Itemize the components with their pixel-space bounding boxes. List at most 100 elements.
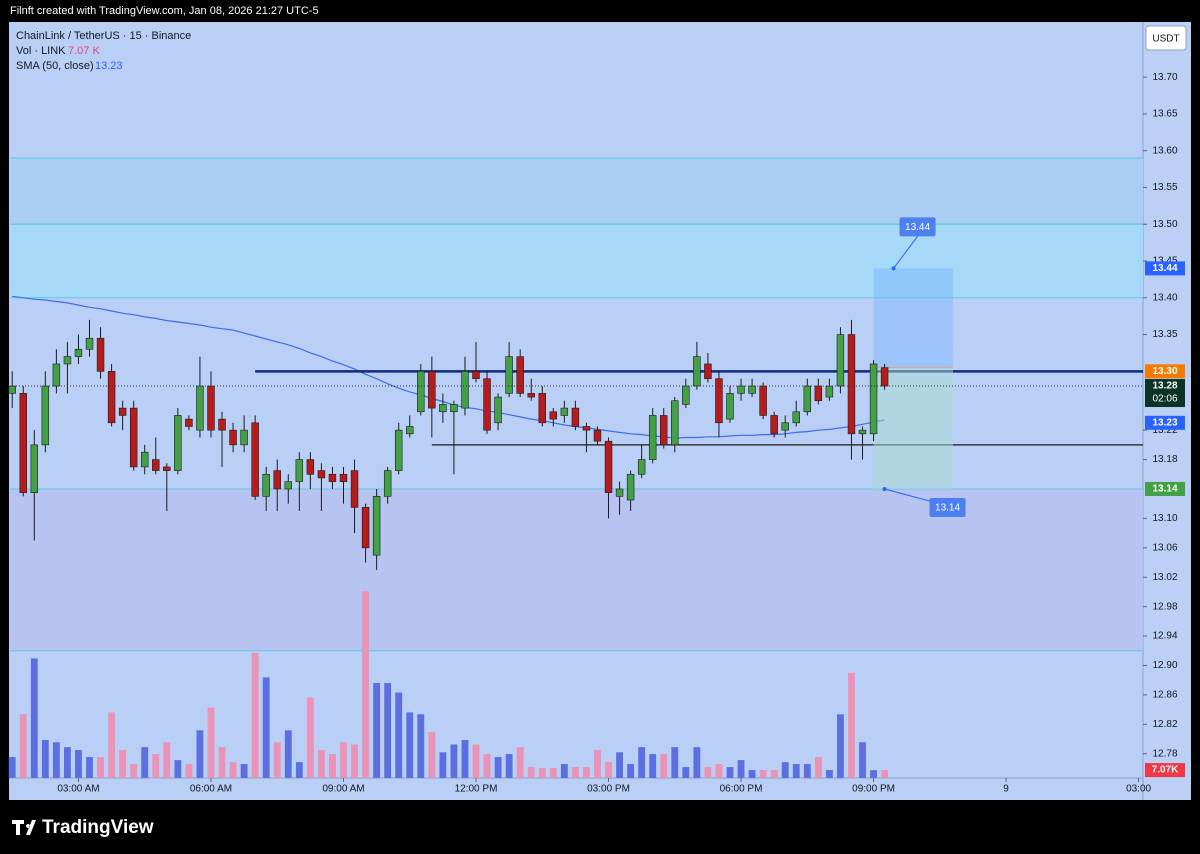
volume-bar bbox=[450, 744, 458, 778]
volume-bar bbox=[825, 770, 833, 778]
volume-bar bbox=[428, 732, 436, 778]
position-target-label: 13.44 bbox=[905, 222, 930, 233]
volume-bar bbox=[229, 762, 237, 778]
volume-bar bbox=[362, 591, 370, 778]
candle-body bbox=[726, 393, 734, 420]
candle-body bbox=[483, 378, 491, 431]
y-tick-label: 12.82 bbox=[1152, 719, 1177, 730]
volume-bar bbox=[329, 754, 336, 778]
candle-body bbox=[118, 407, 127, 416]
candle-body bbox=[648, 415, 657, 460]
position-connector bbox=[893, 236, 918, 269]
candle-body bbox=[604, 440, 613, 493]
volume-bar bbox=[737, 760, 745, 778]
candle-body bbox=[140, 451, 149, 468]
candle-body bbox=[428, 371, 436, 409]
volume-bar bbox=[86, 757, 93, 778]
volume-bar bbox=[770, 770, 778, 778]
y-tick-label: 13.22 bbox=[1152, 425, 1177, 436]
currency-label: USDT bbox=[1152, 34, 1179, 45]
candle-body bbox=[748, 385, 756, 394]
y-tick-label: 13.45 bbox=[1152, 256, 1177, 267]
candle-body bbox=[637, 459, 646, 475]
candle-body bbox=[284, 481, 293, 490]
y-tick-label: 13.65 bbox=[1152, 109, 1177, 120]
volume-bar bbox=[693, 747, 701, 778]
candle-body bbox=[814, 385, 823, 402]
brand-logo bbox=[12, 820, 36, 835]
brand-name: TradingView bbox=[42, 817, 154, 838]
legend-volume-value: 7.07 K bbox=[68, 45, 100, 57]
volume-bar bbox=[814, 757, 822, 778]
candle-body bbox=[174, 415, 182, 471]
candle-body bbox=[759, 385, 767, 416]
candle-body bbox=[836, 334, 845, 387]
volume-bar bbox=[97, 757, 104, 778]
candle-body bbox=[571, 407, 580, 427]
volume-bar bbox=[605, 762, 612, 778]
candle-body bbox=[593, 429, 602, 442]
candle-body bbox=[8, 385, 16, 394]
volume-bar bbox=[748, 770, 756, 778]
candle-body bbox=[417, 371, 425, 413]
candle-body bbox=[328, 473, 337, 482]
position-target bbox=[873, 268, 954, 368]
countdown-label: 02:06 bbox=[1152, 394, 1177, 405]
volume-bar bbox=[560, 764, 568, 778]
candle-body bbox=[163, 466, 171, 471]
volume-bar bbox=[284, 730, 292, 778]
zone bbox=[10, 224, 1143, 298]
candle-body bbox=[715, 378, 723, 424]
candle-body bbox=[560, 407, 569, 416]
volume-bar bbox=[218, 747, 226, 778]
price-scale bbox=[1143, 22, 1191, 800]
volume-bar bbox=[152, 754, 160, 778]
candle-body bbox=[880, 367, 889, 387]
candle-body bbox=[306, 459, 315, 475]
volume-bar bbox=[8, 757, 16, 778]
candle-body bbox=[803, 385, 812, 413]
candle-body bbox=[41, 385, 50, 446]
candle-body bbox=[152, 459, 160, 471]
price-tag-label: 13.23 bbox=[1152, 417, 1177, 428]
volume-bar bbox=[837, 714, 844, 778]
volume-bar bbox=[638, 747, 646, 778]
legend-volume: Vol · LINK bbox=[16, 45, 66, 57]
volume-bar bbox=[660, 754, 668, 778]
candle-body bbox=[737, 385, 745, 394]
volume-bar bbox=[351, 744, 358, 778]
x-tick-label: 09:00 AM bbox=[322, 784, 364, 795]
candle-body bbox=[671, 400, 679, 446]
x-tick-label: 09:00 PM bbox=[852, 784, 895, 795]
candle-body bbox=[406, 426, 414, 435]
currency-button[interactable] bbox=[1145, 25, 1187, 51]
candle-body bbox=[218, 418, 226, 431]
volume-bar bbox=[803, 764, 811, 778]
x-tick-label: 06:00 AM bbox=[190, 784, 232, 795]
candle-body bbox=[317, 470, 326, 479]
position-target-box bbox=[899, 217, 936, 237]
zone bbox=[10, 488, 1143, 651]
candle-body bbox=[273, 470, 281, 490]
candle-body bbox=[52, 363, 61, 387]
candle-body bbox=[383, 470, 392, 497]
x-tick-label: 9 bbox=[1003, 784, 1009, 795]
sma-line bbox=[12, 295, 885, 439]
price-tag bbox=[1145, 364, 1185, 379]
candle-body bbox=[251, 422, 259, 497]
volume-bar bbox=[726, 767, 734, 778]
candle-body bbox=[582, 426, 591, 431]
volume-bar bbox=[262, 677, 270, 778]
volume-bar bbox=[395, 692, 403, 778]
volume-bar bbox=[792, 764, 800, 778]
volume-bar bbox=[306, 697, 314, 778]
volume-bar bbox=[373, 683, 381, 778]
candle-body bbox=[107, 371, 116, 424]
candle-body bbox=[30, 444, 39, 493]
y-tick-label: 13.02 bbox=[1152, 572, 1177, 583]
legend-title: ChainLink / TetherUS · 15 · Binance bbox=[16, 30, 191, 42]
volume-bar bbox=[384, 683, 392, 778]
volume-bar bbox=[75, 750, 82, 778]
